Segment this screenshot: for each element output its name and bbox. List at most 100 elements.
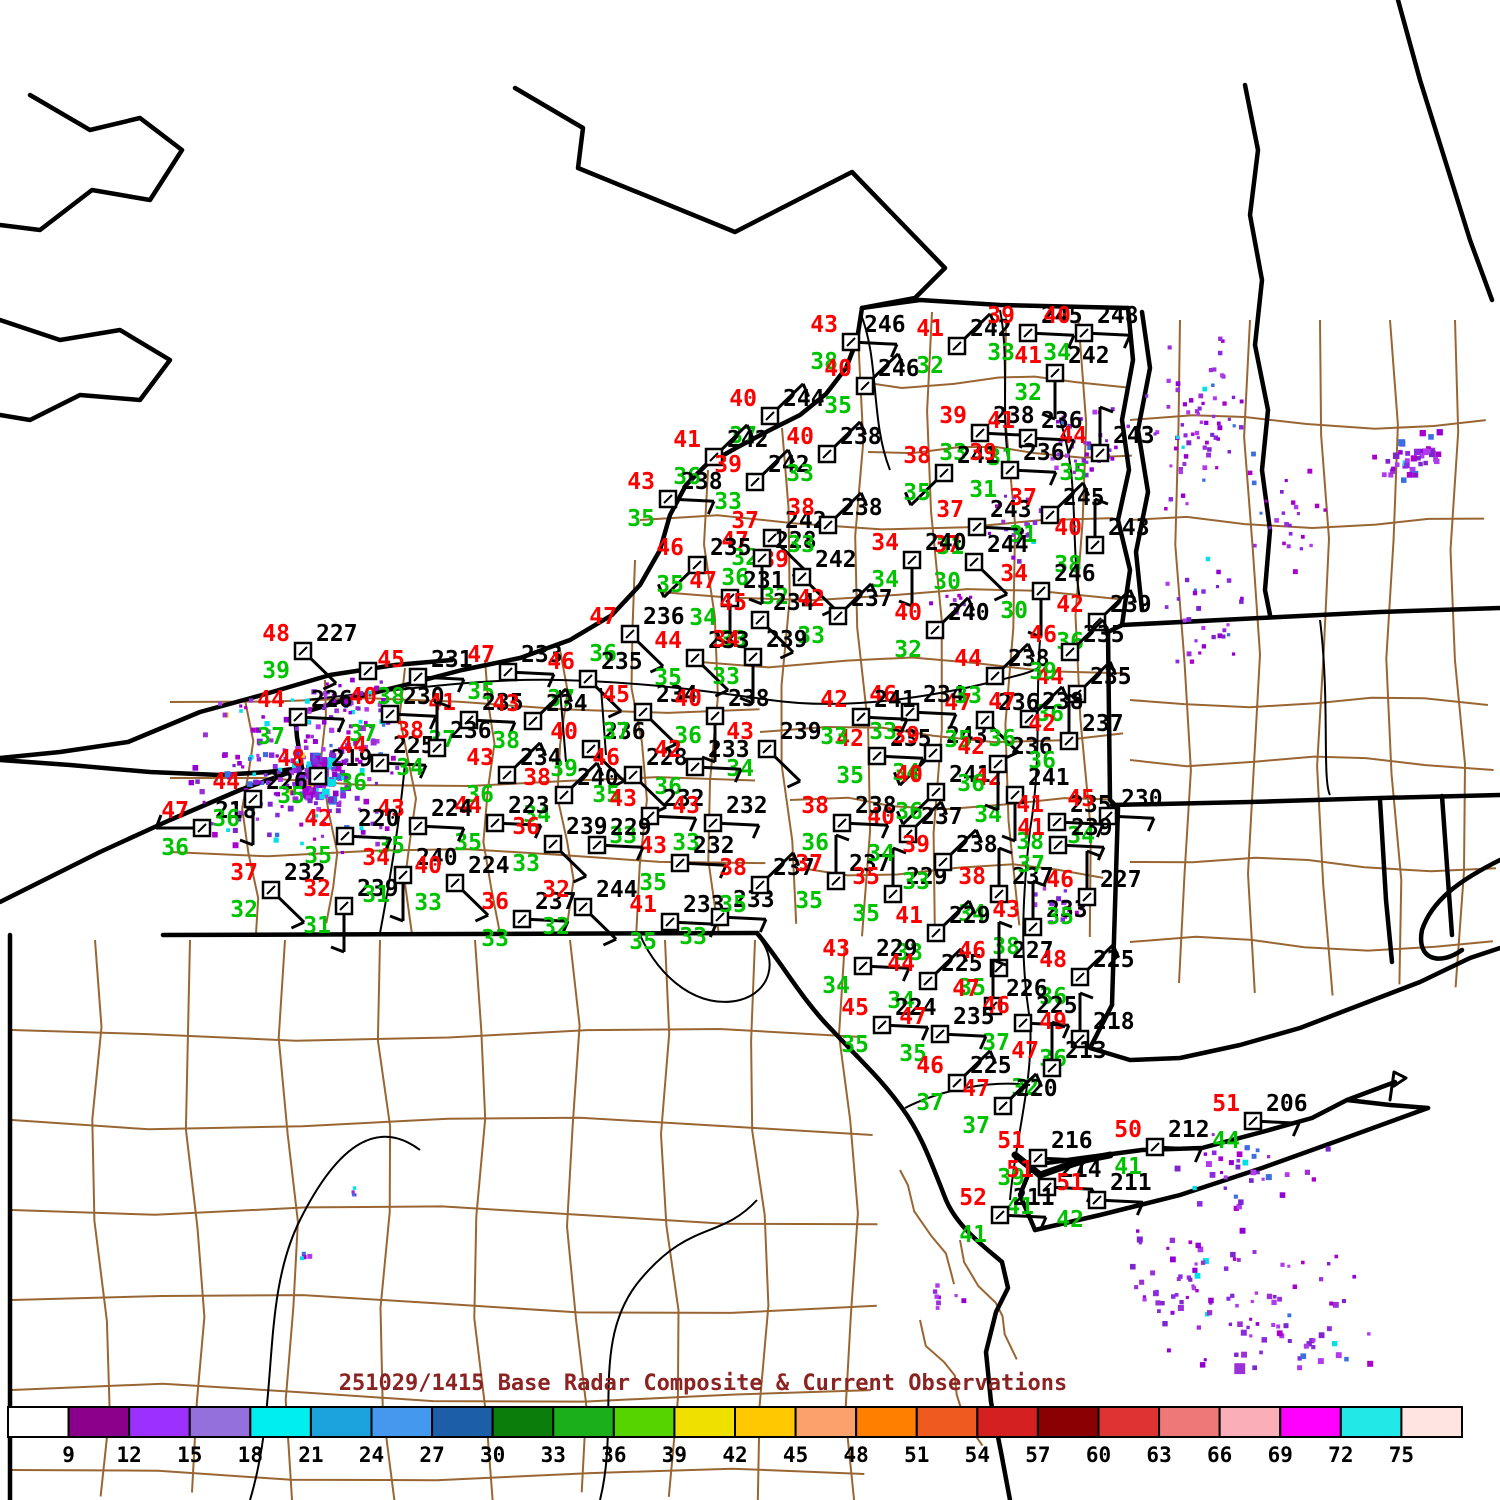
station-plot: 40 35 246 xyxy=(824,352,920,419)
radar-echo-pixel xyxy=(340,792,346,799)
station-marker-mark xyxy=(846,337,856,347)
county-line xyxy=(854,334,872,937)
radar-echo-pixel xyxy=(1211,1133,1215,1137)
station-dewpoint: 33 xyxy=(786,461,814,487)
station-temperature: 46 xyxy=(869,682,897,708)
station-dewpoint: 33 xyxy=(512,851,540,877)
station-marker-mark xyxy=(645,811,655,821)
station-pressure: 225 xyxy=(393,733,435,759)
station-pressure: 232 xyxy=(284,860,326,886)
station-pressure: 223 xyxy=(508,793,550,819)
station-plot: 38 34 236 xyxy=(396,700,492,781)
station-plot: 46 35 228 xyxy=(592,745,688,815)
radar-echo-pixel xyxy=(277,767,283,772)
wind-barb-tick xyxy=(418,764,428,779)
station-plot: 41 33 229 xyxy=(895,899,991,966)
station-pressure: 234 xyxy=(546,691,588,717)
radar-echo-pixel xyxy=(1271,1299,1277,1305)
radar-echo-pixel xyxy=(329,727,335,733)
hudson-river xyxy=(1009,639,1041,1201)
radar-echo-pixel xyxy=(1394,462,1400,467)
station-dewpoint: 33 xyxy=(869,719,897,745)
radar-echo-pixel xyxy=(1367,1360,1374,1367)
station-marker-mark xyxy=(708,818,718,828)
radar-echo-pixel xyxy=(313,801,318,806)
station-pressure: 232 xyxy=(663,786,705,812)
radar-echo-pixel xyxy=(374,781,378,785)
station-dewpoint: 37 xyxy=(982,1030,1010,1056)
radar-echo-pixel xyxy=(317,763,321,768)
station-dewpoint: 39 xyxy=(1029,659,1057,685)
station-marker-mark xyxy=(375,758,385,768)
radar-echo-pixel xyxy=(1185,1295,1189,1299)
station-marker-mark xyxy=(797,572,807,582)
station-temperature: 47 xyxy=(689,568,717,594)
colorbar-label: 66 xyxy=(1207,1443,1232,1467)
radar-echo-pixel xyxy=(304,698,310,704)
wind-barb-tick xyxy=(560,920,570,935)
station-pressure: 240 xyxy=(577,765,619,791)
adk-river-1 xyxy=(859,311,891,471)
wind-barb-tick xyxy=(718,864,728,879)
wind-barb-tick xyxy=(1066,334,1076,349)
station-pressure: 233 xyxy=(708,737,750,763)
station-temperature: 41 xyxy=(895,903,923,929)
radar-echo-pixel xyxy=(312,758,318,764)
wind-barb-tick xyxy=(607,709,622,719)
radar-echo-pixel xyxy=(1182,462,1187,466)
radar-echo-pixel xyxy=(1301,1260,1305,1265)
wind-barb-tick xyxy=(1041,412,1056,421)
radar-echo-pixel xyxy=(1166,1348,1171,1353)
station-dewpoint: 44 xyxy=(1212,1128,1240,1154)
radar-echo-pixel xyxy=(1238,1199,1244,1205)
wind-barb-tick xyxy=(714,688,729,698)
radar-echo-pixel xyxy=(1314,503,1320,509)
radar-echo-pixel xyxy=(1280,1262,1285,1267)
station-dewpoint: 36 xyxy=(589,641,617,667)
station-temperature: 40 xyxy=(786,424,814,450)
colorbar-label: 60 xyxy=(1086,1443,1111,1467)
radar-echo-pixel xyxy=(355,757,359,762)
wind-barb-tick xyxy=(1038,1216,1048,1231)
delaware-river xyxy=(754,930,1013,1500)
station-pressure: 238 xyxy=(841,495,883,521)
station-temperature: 47 xyxy=(721,528,749,554)
county-line xyxy=(780,427,798,924)
station-plot: 41 37 239 xyxy=(1017,815,1112,878)
colorbar-label: 57 xyxy=(1025,1443,1050,1467)
station-pressure: 229 xyxy=(949,903,991,929)
station-temperature: 45 xyxy=(602,682,630,708)
wind-barb-tick xyxy=(507,721,517,736)
radar-echo-pixel xyxy=(957,593,961,598)
station-pressure: 225 xyxy=(970,1053,1012,1079)
station-plot: 34 31 240 xyxy=(362,845,458,923)
radar-echo-pixel xyxy=(1107,448,1112,452)
radar-echo-pixel xyxy=(1291,500,1296,505)
station-plot: 52 41 211 xyxy=(959,1185,1054,1248)
radar-echo-pixel xyxy=(370,739,377,746)
station-plot: 32 32 244 xyxy=(542,877,638,947)
wind-barb-tick xyxy=(1081,482,1090,497)
station-pressure: 246 xyxy=(864,312,906,338)
station-marker-mark xyxy=(858,961,868,971)
station-dewpoint: 37 xyxy=(257,724,285,750)
station-marker-mark xyxy=(1053,840,1063,850)
radar-echo-pixel xyxy=(1216,437,1220,441)
radar-echo-pixel xyxy=(351,1190,355,1194)
station-marker-mark xyxy=(931,928,941,938)
wind-barb-tick xyxy=(336,718,346,733)
radar-echo-pixel xyxy=(1428,434,1434,440)
radar-echo-pixel xyxy=(268,752,275,758)
radar-echo-pixel xyxy=(1232,424,1236,428)
radar-echo-pixel xyxy=(1160,1301,1165,1306)
station-marker-mark xyxy=(994,963,1004,973)
radar-echo-pixel xyxy=(1192,590,1198,596)
radar-echo-pixel xyxy=(1206,1161,1212,1167)
station-temperature: 47 xyxy=(161,798,189,824)
station-temperature: 43 xyxy=(992,897,1020,923)
